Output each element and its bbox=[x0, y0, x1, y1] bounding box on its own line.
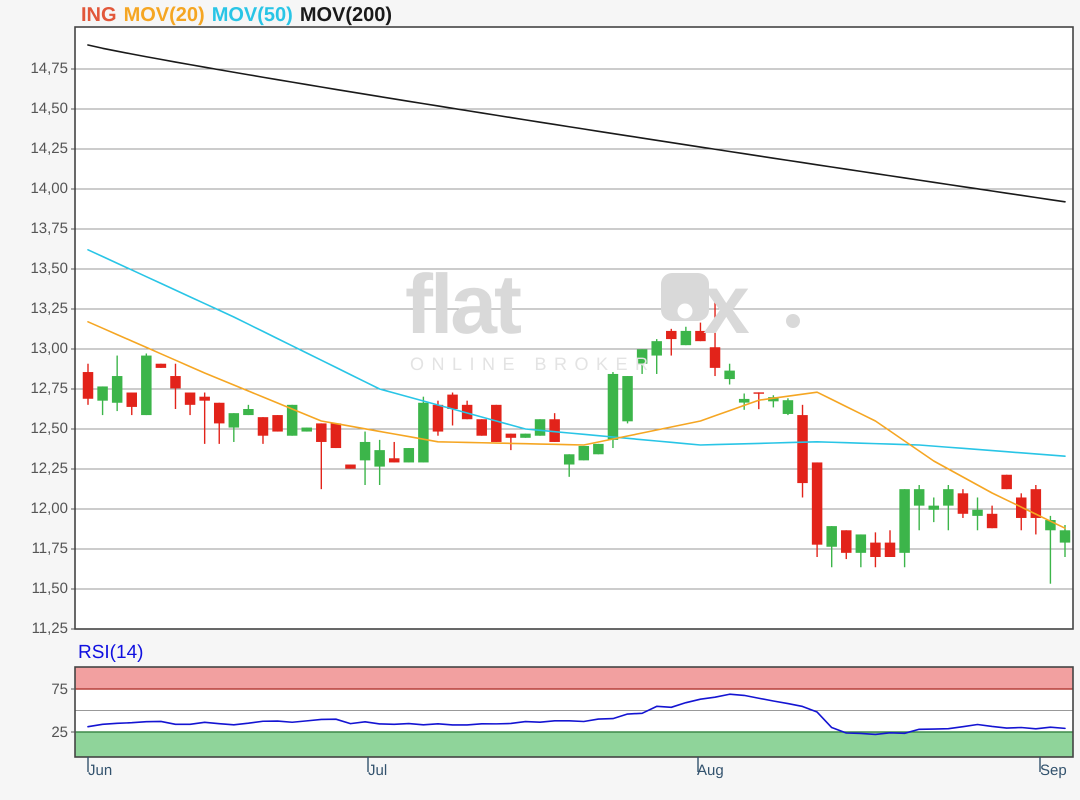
svg-text:13,50: 13,50 bbox=[30, 260, 68, 277]
svg-text:12,50: 12,50 bbox=[30, 420, 68, 437]
svg-text:11,50: 11,50 bbox=[32, 580, 68, 597]
svg-text:12,75: 12,75 bbox=[30, 380, 68, 397]
svg-text:RSI(14): RSI(14) bbox=[78, 642, 143, 663]
svg-text:14,75: 14,75 bbox=[30, 60, 68, 77]
svg-text:flat: flat bbox=[405, 257, 521, 351]
svg-text:14,50: 14,50 bbox=[30, 100, 68, 117]
svg-text:11,25: 11,25 bbox=[32, 620, 68, 637]
svg-text:13,25: 13,25 bbox=[30, 300, 68, 317]
svg-text:12,00: 12,00 bbox=[30, 500, 68, 517]
svg-text:13,75: 13,75 bbox=[30, 220, 68, 237]
svg-text:11,75: 11,75 bbox=[32, 540, 68, 557]
svg-text:75: 75 bbox=[51, 681, 68, 698]
svg-text:14,00: 14,00 bbox=[30, 180, 68, 197]
svg-text:12,25: 12,25 bbox=[30, 460, 68, 477]
svg-text:x: x bbox=[703, 257, 750, 351]
svg-text:25: 25 bbox=[51, 724, 68, 741]
svg-text:13,00: 13,00 bbox=[30, 340, 68, 357]
svg-text:ONLINE BROKER: ONLINE BROKER bbox=[410, 354, 656, 374]
svg-text:14,25: 14,25 bbox=[30, 140, 68, 157]
